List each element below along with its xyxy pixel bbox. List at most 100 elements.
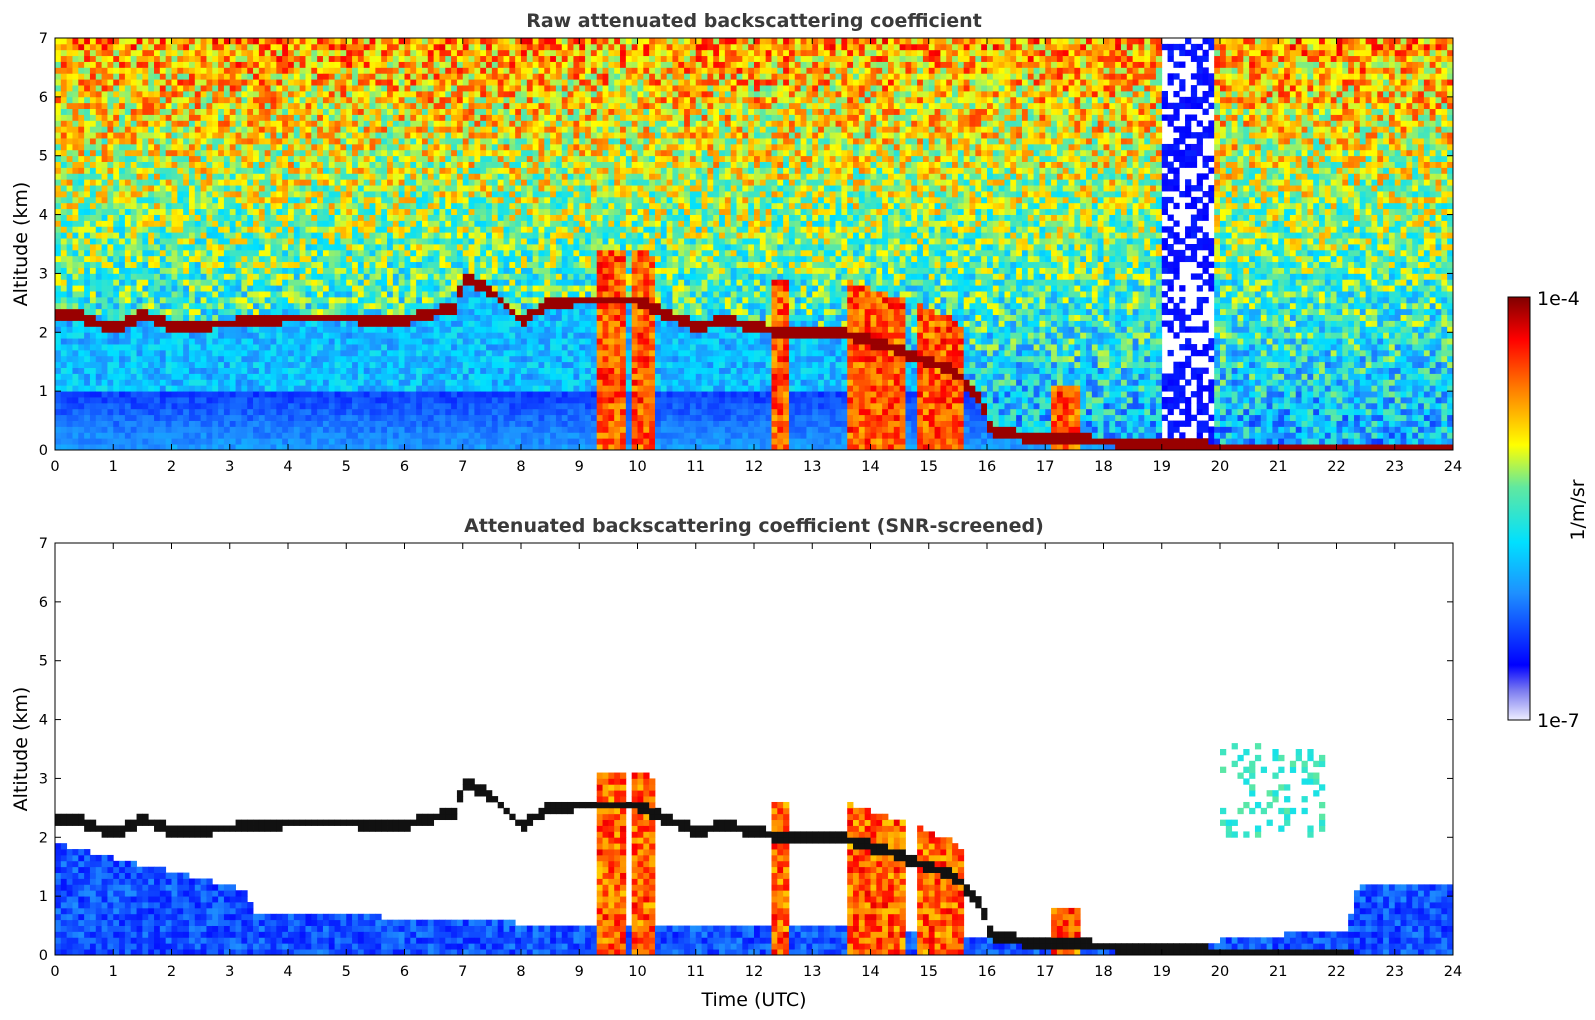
heatmap-cell: [317, 85, 324, 92]
heatmap-cell: [381, 155, 388, 162]
heatmap-cell: [124, 232, 132, 239]
heatmap-cell: [148, 391, 155, 398]
heatmap-cell: [421, 208, 429, 215]
heatmap-cell: [433, 397, 440, 404]
heatmap-cell: [305, 61, 312, 68]
heatmap-cell: [183, 73, 190, 80]
heatmap-cell: [136, 126, 143, 133]
heatmap-cell: [241, 338, 248, 345]
heatmap-cell: [322, 120, 330, 127]
heatmap-cell: [439, 155, 446, 162]
heatmap-cell: [381, 426, 388, 433]
heatmap-cell: [439, 185, 446, 192]
heatmap-cell: [148, 214, 155, 221]
heatmap-cell: [212, 408, 219, 416]
heatmap-cell: [416, 338, 423, 345]
heatmap-cell: [229, 90, 236, 98]
heatmap-cell: [165, 332, 172, 339]
heatmap-cell: [363, 426, 370, 433]
heatmap-cell: [258, 308, 266, 316]
heatmap-cell: [328, 320, 336, 327]
heatmap-cell: [200, 444, 207, 450]
heatmap-cell: [101, 149, 108, 157]
heatmap-cell: [194, 173, 202, 180]
heatmap-cell: [293, 214, 301, 221]
heatmap-cell: [445, 79, 452, 86]
heatmap-cell: [171, 332, 178, 339]
heatmap-cell: [322, 249, 330, 257]
heatmap-cell: [119, 332, 126, 339]
heatmap-cell: [357, 155, 365, 162]
heatmap-cell: [142, 120, 149, 127]
heatmap-cell: [229, 296, 236, 304]
heatmap-cell: [352, 273, 359, 280]
heatmap-cell: [253, 391, 260, 398]
heatmap-cell: [136, 85, 143, 92]
heatmap-cell: [456, 397, 464, 404]
heatmap-cell: [299, 202, 306, 210]
heatmap-cell: [293, 102, 301, 110]
heatmap-cell: [206, 285, 213, 292]
heatmap-cell: [462, 102, 469, 110]
heatmap-cell: [311, 102, 318, 110]
heatmap-cell: [328, 132, 336, 139]
heatmap-cell: [60, 402, 68, 410]
heatmap-cell: [171, 226, 178, 233]
heatmap-cell: [451, 249, 458, 257]
heatmap-cell: [130, 349, 137, 357]
heatmap-cell: [235, 208, 242, 215]
heatmap-cell: [188, 43, 196, 51]
heatmap-cell: [392, 249, 400, 257]
heatmap-cell: [84, 355, 91, 363]
heatmap-cell: [119, 308, 126, 316]
heatmap-cell: [392, 55, 400, 62]
heatmap-cell: [136, 385, 143, 392]
heatmap-cell: [293, 55, 301, 62]
heatmap-cell: [381, 379, 388, 386]
heatmap-cell: [322, 167, 330, 174]
heatmap-cell: [439, 49, 446, 57]
heatmap-cell: [89, 138, 97, 145]
heatmap-cell: [340, 167, 347, 174]
heatmap-cell: [375, 367, 382, 374]
heatmap-cell: [352, 444, 359, 450]
heatmap-cell: [410, 314, 417, 321]
heatmap-cell: [130, 143, 137, 151]
heatmap-cell: [340, 261, 347, 268]
heatmap-cell: [410, 420, 417, 427]
heatmap-cell: [177, 249, 184, 257]
heatmap-cell: [55, 397, 62, 404]
heatmap-cell: [194, 285, 202, 292]
heatmap-cell: [317, 167, 324, 174]
heatmap-cell: [305, 173, 312, 180]
heatmap-cell: [363, 155, 370, 162]
heatmap-cell: [130, 414, 137, 421]
heatmap-cell: [270, 326, 277, 333]
heatmap-cell: [194, 120, 202, 127]
heatmap-cell: [258, 208, 266, 215]
heatmap-cell: [95, 438, 103, 445]
heatmap-cell: [188, 108, 196, 115]
heatmap-cell: [375, 220, 382, 227]
heatmap-cell: [177, 220, 184, 227]
heatmap-cell: [188, 161, 196, 168]
heatmap-cell: [410, 249, 417, 257]
heatmap-cell: [212, 267, 219, 274]
heatmap-cell: [107, 90, 114, 98]
heatmap-cell: [188, 132, 196, 139]
heatmap-cell: [84, 161, 91, 168]
heatmap-cell: [369, 232, 376, 239]
heatmap-cell: [288, 244, 295, 251]
heatmap-cell: [462, 291, 469, 298]
heatmap-cell: [264, 249, 271, 257]
heatmap-cell: [433, 267, 440, 274]
heatmap-cell: [276, 202, 283, 210]
heatmap-cell: [72, 296, 79, 304]
heatmap-cell: [154, 214, 161, 221]
heatmap-cell: [352, 85, 359, 92]
heatmap-cell: [439, 414, 446, 421]
heatmap-cell: [258, 414, 266, 421]
heatmap-cell: [159, 426, 167, 433]
heatmap-cell: [148, 55, 155, 62]
heatmap-cell: [322, 244, 330, 251]
